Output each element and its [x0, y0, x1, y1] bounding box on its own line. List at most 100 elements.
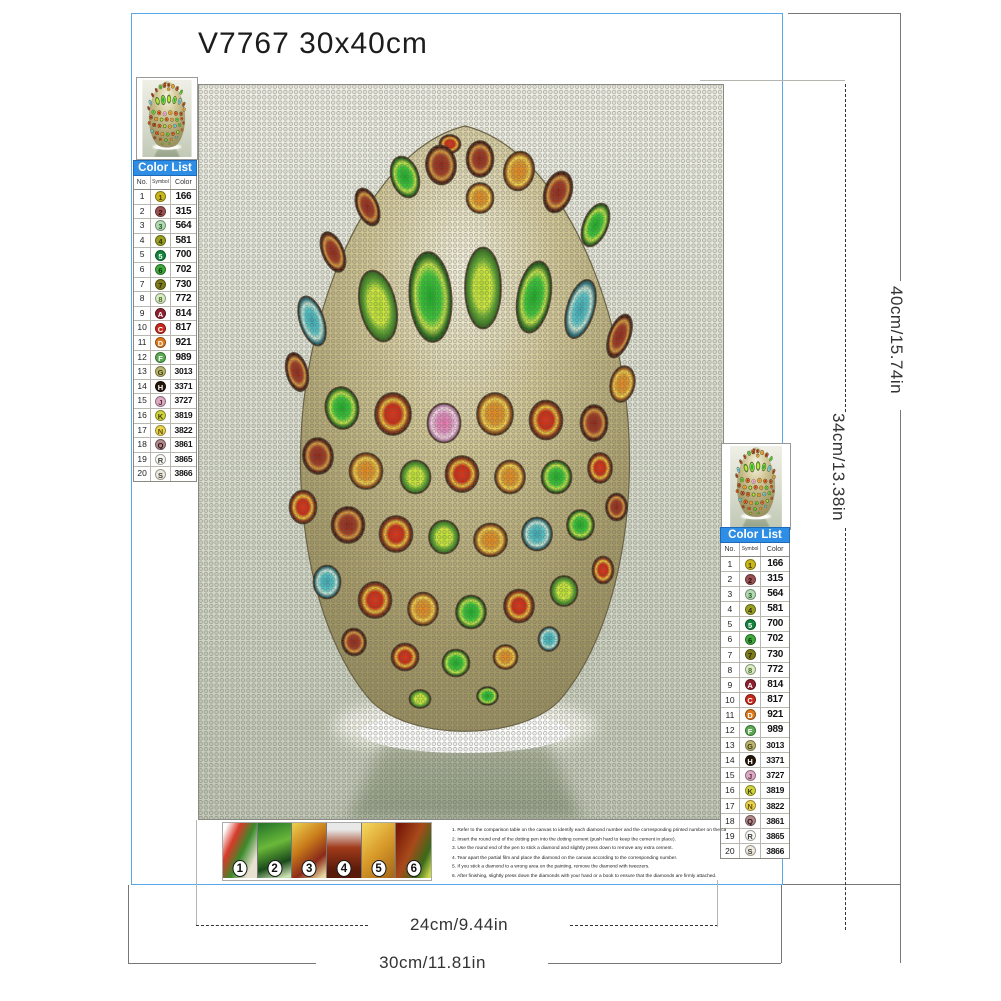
color-code: 315 — [767, 573, 784, 585]
color-list-title: Color List — [133, 160, 197, 176]
color-symbol-icon: D — [740, 707, 762, 723]
step-image-5: 5 — [361, 823, 397, 878]
color-code: 700 — [767, 618, 784, 630]
color-symbol-icon: R — [151, 452, 171, 467]
color-row-number: 7 — [721, 647, 740, 662]
step-image-2: 2 — [257, 823, 293, 878]
color-symbol-icon: 1 — [151, 190, 171, 204]
step-number: 6 — [406, 860, 422, 877]
color-row: 1 1 166 — [721, 557, 789, 573]
color-code: 3866 — [174, 468, 193, 479]
color-symbol-icon: G — [151, 365, 171, 379]
color-row-number: 6 — [134, 262, 152, 277]
color-code: 166 — [175, 191, 192, 202]
column-symbol: Symbol — [740, 543, 762, 556]
color-row-number: 1 — [721, 557, 740, 572]
step-image-6: 6 — [396, 823, 432, 878]
color-row-number: 20 — [721, 843, 740, 858]
color-code: 817 — [767, 693, 784, 705]
color-symbol-icon: 6 — [151, 262, 171, 277]
color-row: 2 2 315 — [134, 204, 196, 220]
guide-line-right — [717, 880, 718, 927]
color-code: 564 — [175, 220, 192, 232]
color-code: 702 — [767, 633, 784, 645]
measure-line-inner-right — [781, 885, 782, 963]
color-symbol-icon: 2 — [151, 204, 171, 219]
color-row: 5 5 700 — [134, 248, 196, 263]
color-symbol-icon: 3 — [151, 219, 171, 233]
color-row-number: 14 — [721, 753, 740, 768]
color-row-number: 4 — [721, 602, 740, 617]
color-row-number: 17 — [134, 423, 152, 438]
step-image-1: 1 — [223, 823, 258, 878]
color-row: 3 3 564 — [134, 219, 196, 234]
color-row: 10 C 817 — [134, 321, 196, 336]
color-row: 16 K 3819 — [721, 783, 789, 799]
color-row-number: 16 — [134, 408, 152, 423]
color-row-number: 12 — [134, 350, 152, 365]
color-row: 15 J 3727 — [134, 394, 196, 409]
step-image-3: 3 — [292, 823, 328, 878]
measure-line-left — [128, 885, 129, 963]
color-row: 20 S 3866 — [721, 843, 789, 858]
color-symbol-icon: D — [151, 335, 171, 350]
color-symbol-icon: J — [151, 394, 171, 408]
color-row: 17 N 3822 — [134, 423, 196, 439]
color-symbol-icon: N — [151, 423, 171, 438]
color-code: 3013 — [766, 740, 785, 751]
color-row-number: 8 — [134, 292, 152, 306]
dimension-width-inner: 24cm/9.44in — [409, 915, 509, 934]
color-code: 315 — [175, 205, 192, 217]
color-code: 989 — [175, 351, 192, 363]
color-row: 8 8 772 — [134, 292, 196, 307]
color-symbol-icon: 6 — [740, 632, 762, 647]
color-code: 3861 — [766, 815, 785, 826]
color-symbol-icon: C — [740, 692, 762, 707]
instruction-line: 6. After finishing, slightly press down … — [452, 873, 717, 879]
color-code: 730 — [767, 648, 784, 660]
color-row-number: 16 — [721, 783, 740, 798]
color-row: 4 4 581 — [134, 233, 196, 249]
color-row: 8 8 772 — [721, 662, 789, 678]
color-symbol-icon: 7 — [740, 647, 762, 662]
color-code: 581 — [767, 603, 784, 615]
color-symbol-icon: Q — [740, 813, 762, 828]
color-row-number: 18 — [134, 438, 152, 452]
color-symbol-icon: K — [740, 783, 762, 798]
instruction-line: 1. Refer to the comparison table on the … — [452, 827, 726, 833]
preview-thumbnail-right — [721, 443, 791, 530]
color-row: 18 Q 3861 — [721, 813, 789, 829]
color-row: 18 Q 3861 — [134, 438, 196, 453]
egg-preview-image — [142, 80, 192, 157]
color-row-number: 9 — [721, 677, 740, 692]
color-code: 921 — [175, 336, 192, 348]
color-code: 989 — [767, 724, 784, 736]
color-symbol-icon: A — [151, 306, 171, 321]
column-color: Color — [766, 546, 784, 553]
color-symbol-icon: A — [740, 677, 762, 692]
color-symbol-icon: 4 — [740, 602, 762, 617]
measure-line-top — [788, 13, 900, 14]
color-row: 11 D 921 — [134, 335, 196, 351]
color-symbol-icon: 3 — [740, 587, 762, 602]
color-row: 14 H 3371 — [134, 379, 196, 395]
dashed-line-bottom-right — [570, 925, 718, 926]
color-code: 772 — [175, 293, 192, 305]
instruction-line: 4. Tear apart the partial film and place… — [452, 855, 678, 861]
dashed-line-right-upper — [845, 84, 846, 412]
dimension-height-inner: 34cm/13.38in — [829, 413, 848, 522]
color-symbol-icon: H — [740, 753, 762, 768]
color-row-number: 18 — [721, 813, 740, 828]
color-symbol-icon: 5 — [740, 617, 762, 632]
color-row-number: 10 — [721, 692, 740, 707]
color-code: 3371 — [766, 755, 785, 766]
color-row-number: 12 — [721, 723, 740, 738]
color-symbol-icon: J — [740, 768, 762, 783]
color-list-title: Color List — [720, 527, 790, 543]
egg-preview-image — [730, 446, 782, 527]
column-no: No. — [721, 543, 740, 556]
color-code: 814 — [767, 678, 784, 690]
color-symbol-icon: S — [740, 843, 762, 858]
color-code: 814 — [175, 307, 192, 319]
measure-line-bottom-left — [128, 963, 316, 964]
